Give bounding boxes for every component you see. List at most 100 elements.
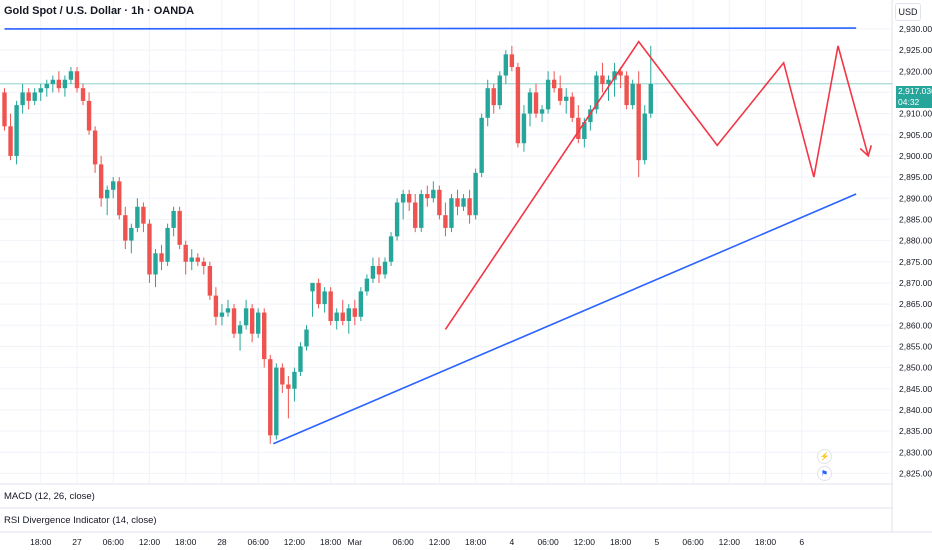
candle [74,67,80,93]
candle [491,83,496,114]
candle [642,105,647,165]
candle [195,253,200,266]
candle-body [80,88,86,101]
candle-body [382,261,388,275]
candle [394,198,400,241]
candle [576,105,581,144]
candle [485,79,490,127]
candle [600,62,605,93]
candle [515,62,521,148]
candle [171,206,176,237]
candle-body [648,83,653,114]
candle [141,202,146,233]
candle [80,83,86,106]
candle-body [443,215,448,228]
candle [298,342,303,377]
candle-body [2,92,7,127]
candle-body [406,194,412,203]
candle [207,261,213,300]
last-price-tag: 2,917.030 04:32 [896,86,932,108]
candle [213,287,219,326]
time-tick-label: 06:00 [537,537,559,547]
candle [636,71,641,178]
candle-body [171,210,176,228]
candle [147,219,152,283]
candle [545,71,551,114]
candle-body [533,92,539,114]
time-tick-label: 6 [799,537,804,547]
price-axis[interactable]: 2,825.000 2,830.000 2,835.000 2,840.000 2,84… [899,24,932,478]
price-tick-label: 2,920.000 [899,66,932,76]
candle-body [376,265,382,275]
candle [304,325,309,351]
time-tick-label: 18:00 [610,537,632,547]
pattern-arrow-head [859,145,873,158]
time-tick-label: 06:00 [682,537,704,547]
price-tick-label: 2,835.000 [899,426,932,436]
candle-body [400,194,406,203]
candle [570,92,575,123]
us-flag-icon[interactable]: ⚑ [817,466,832,481]
candle-body [255,312,261,334]
candle-body [394,202,400,237]
candle-body [141,206,146,224]
candle [618,67,623,89]
candle-body [491,88,496,106]
candle-body [618,71,623,76]
time-tick-label: 12:00 [284,537,306,547]
candle-body [564,96,569,101]
candle-body [86,100,92,131]
candle-body [92,130,98,165]
candle [328,287,333,326]
candle [201,257,207,275]
price-tick-label: 2,870.000 [899,278,932,288]
candle [527,88,533,127]
time-tick-label: 4 [509,537,514,547]
candle [8,113,13,161]
candle-body [322,291,327,305]
candle-body [557,88,563,101]
candle-body [8,126,13,156]
candle [419,189,424,233]
time-tick-label: 18:00 [465,537,487,547]
price-tick-label: 2,875.000 [899,257,932,267]
rsi-indicator-label[interactable]: RSI Divergence Indicator (14, close) [4,515,157,526]
candle [406,189,412,211]
candle-body [364,278,370,292]
candle [32,88,37,106]
candle [183,240,188,275]
candle [153,249,158,288]
candle-body [298,346,303,372]
price-tick-label: 2,900.000 [899,151,932,161]
lightning-icon[interactable]: ⚡ [817,449,832,464]
candle [509,45,515,72]
time-tick-label: 12:00 [574,537,596,547]
candle-body [334,312,339,322]
price-tick-label: 2,885.000 [899,214,932,224]
candle [400,189,406,220]
candle-body [588,109,593,123]
currency-button[interactable]: USD [895,3,921,21]
candle [346,304,351,334]
candle [189,249,194,271]
candle [98,155,104,207]
candle [461,194,466,211]
candle-body [455,198,460,207]
candle [292,367,297,402]
candle-body [111,181,116,190]
candle [443,202,448,237]
candle-body [153,253,158,275]
candle [588,105,593,131]
candle [437,185,442,220]
candle-body [292,371,297,389]
macd-indicator-label[interactable]: MACD (12, 26, close) [4,491,95,502]
price-tick-label: 2,825.000 [899,468,932,478]
candle-body [20,92,25,106]
candle [497,71,502,110]
candle-body [316,282,321,305]
candle-body [62,79,68,89]
price-tick-label: 2,830.000 [899,447,932,457]
time-axis[interactable]: 18:00 27 06:00 12:00 18:00 28 06:00 12:00 18:00 M… [30,537,804,547]
candle [249,304,255,343]
